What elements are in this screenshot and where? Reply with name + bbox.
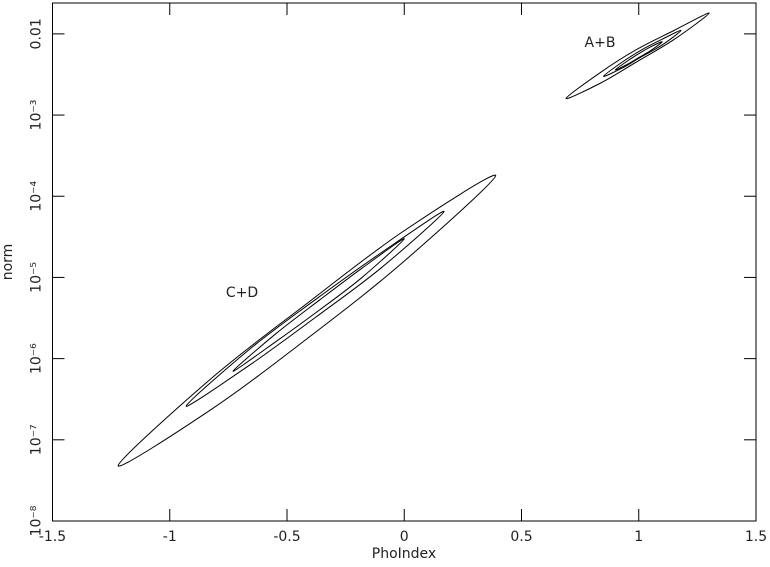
contour bbox=[117, 174, 497, 467]
contour bbox=[603, 29, 682, 77]
y-tick-label: 0.01 bbox=[29, 18, 45, 49]
x-axis-label: PhoIndex bbox=[372, 546, 436, 562]
y-tick-label: 10⁻⁶ bbox=[29, 343, 45, 374]
y-tick-label: 10⁻⁷ bbox=[29, 424, 45, 455]
contour bbox=[185, 210, 445, 407]
contour bbox=[614, 41, 663, 71]
contour bbox=[232, 238, 405, 372]
x-tick-label: 0.5 bbox=[510, 529, 532, 545]
annotation: A+B bbox=[585, 35, 616, 51]
contour bbox=[565, 12, 710, 100]
x-tick-label: -1.5 bbox=[39, 529, 66, 545]
x-tick-label: -1 bbox=[163, 529, 177, 545]
x-tick-label: 1.5 bbox=[745, 529, 767, 545]
x-tick-label: -0.5 bbox=[273, 529, 300, 545]
y-tick-label: 10⁻³ bbox=[29, 100, 45, 131]
y-tick-label: 10⁻⁵ bbox=[29, 262, 45, 293]
y-tick-label: 10⁻⁴ bbox=[29, 180, 45, 211]
y-tick-label: 10⁻⁸ bbox=[29, 505, 45, 536]
x-tick-label: 1 bbox=[634, 529, 643, 545]
annotation: C+D bbox=[226, 285, 258, 301]
x-tick-label: 0 bbox=[400, 529, 409, 545]
plot-frame bbox=[52, 2, 757, 522]
y-axis-label: norm bbox=[0, 244, 16, 281]
